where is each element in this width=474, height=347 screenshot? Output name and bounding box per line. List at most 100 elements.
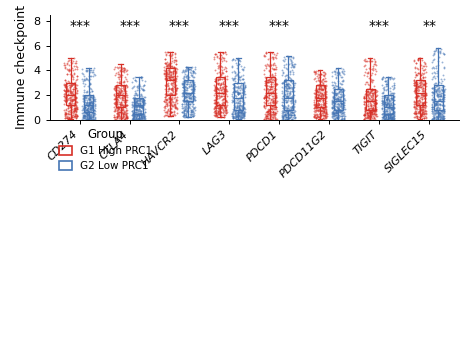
- Point: [322, 96, 329, 101]
- Point: [90, 71, 98, 76]
- Point: [71, 111, 79, 117]
- Point: [412, 93, 419, 98]
- Point: [235, 92, 242, 97]
- Point: [312, 91, 320, 97]
- Point: [368, 98, 375, 103]
- Point: [328, 82, 336, 87]
- Point: [338, 75, 346, 80]
- Point: [183, 114, 191, 119]
- Point: [410, 82, 418, 87]
- Point: [231, 109, 239, 115]
- Point: [270, 60, 277, 66]
- Point: [237, 112, 245, 117]
- Point: [316, 71, 324, 77]
- Point: [67, 101, 75, 107]
- Point: [415, 80, 423, 86]
- Point: [369, 77, 376, 82]
- Point: [411, 86, 419, 92]
- Point: [115, 112, 123, 118]
- Point: [272, 94, 280, 100]
- Point: [118, 102, 126, 107]
- Point: [138, 115, 146, 120]
- Point: [284, 102, 292, 108]
- Point: [386, 98, 393, 103]
- Point: [135, 92, 143, 97]
- Point: [188, 83, 196, 88]
- Point: [136, 97, 144, 103]
- Point: [135, 116, 142, 121]
- Point: [390, 106, 397, 112]
- Point: [282, 103, 289, 109]
- Point: [80, 110, 88, 115]
- Point: [262, 100, 269, 105]
- Point: [237, 92, 245, 98]
- Point: [435, 87, 442, 92]
- Point: [168, 81, 175, 86]
- Point: [215, 104, 223, 110]
- Point: [364, 101, 372, 107]
- Point: [380, 113, 388, 118]
- Point: [321, 86, 329, 91]
- Point: [178, 81, 186, 87]
- Point: [111, 101, 118, 107]
- Point: [280, 96, 287, 102]
- Point: [212, 75, 220, 81]
- Point: [336, 81, 344, 86]
- Point: [83, 93, 91, 99]
- Point: [261, 104, 268, 110]
- Point: [437, 96, 444, 102]
- Point: [210, 54, 218, 60]
- Point: [271, 110, 279, 116]
- Point: [190, 74, 198, 80]
- Point: [137, 111, 144, 117]
- Point: [191, 105, 198, 111]
- Point: [372, 101, 380, 106]
- Point: [311, 107, 319, 112]
- Point: [383, 108, 391, 113]
- Point: [331, 100, 339, 105]
- Point: [390, 104, 398, 110]
- Point: [84, 115, 92, 120]
- Point: [281, 98, 289, 103]
- Point: [265, 79, 273, 84]
- Point: [64, 97, 71, 103]
- Point: [330, 104, 338, 109]
- Point: [389, 77, 397, 82]
- Point: [340, 69, 348, 74]
- Point: [365, 99, 372, 104]
- Point: [288, 105, 296, 110]
- Point: [229, 95, 237, 100]
- Point: [132, 114, 139, 120]
- Point: [264, 98, 272, 103]
- Point: [264, 108, 272, 114]
- Point: [66, 107, 74, 113]
- Point: [411, 79, 419, 85]
- Point: [83, 110, 91, 115]
- Point: [335, 90, 343, 95]
- Point: [411, 84, 419, 89]
- Point: [414, 101, 422, 106]
- Point: [412, 90, 419, 95]
- Point: [172, 65, 180, 71]
- Point: [415, 104, 423, 110]
- Point: [312, 104, 319, 109]
- Point: [188, 90, 195, 95]
- Point: [83, 100, 91, 105]
- Point: [131, 77, 138, 83]
- Point: [369, 92, 377, 98]
- Point: [390, 117, 397, 122]
- Point: [213, 89, 221, 95]
- Point: [169, 74, 176, 79]
- Point: [321, 85, 329, 91]
- Point: [130, 107, 137, 113]
- Point: [428, 105, 436, 110]
- Point: [428, 104, 436, 110]
- Point: [80, 72, 87, 77]
- Point: [270, 77, 278, 82]
- Point: [368, 109, 375, 115]
- Point: [115, 110, 123, 115]
- Point: [134, 97, 142, 103]
- Point: [317, 97, 324, 102]
- Point: [64, 110, 72, 116]
- Point: [420, 59, 428, 65]
